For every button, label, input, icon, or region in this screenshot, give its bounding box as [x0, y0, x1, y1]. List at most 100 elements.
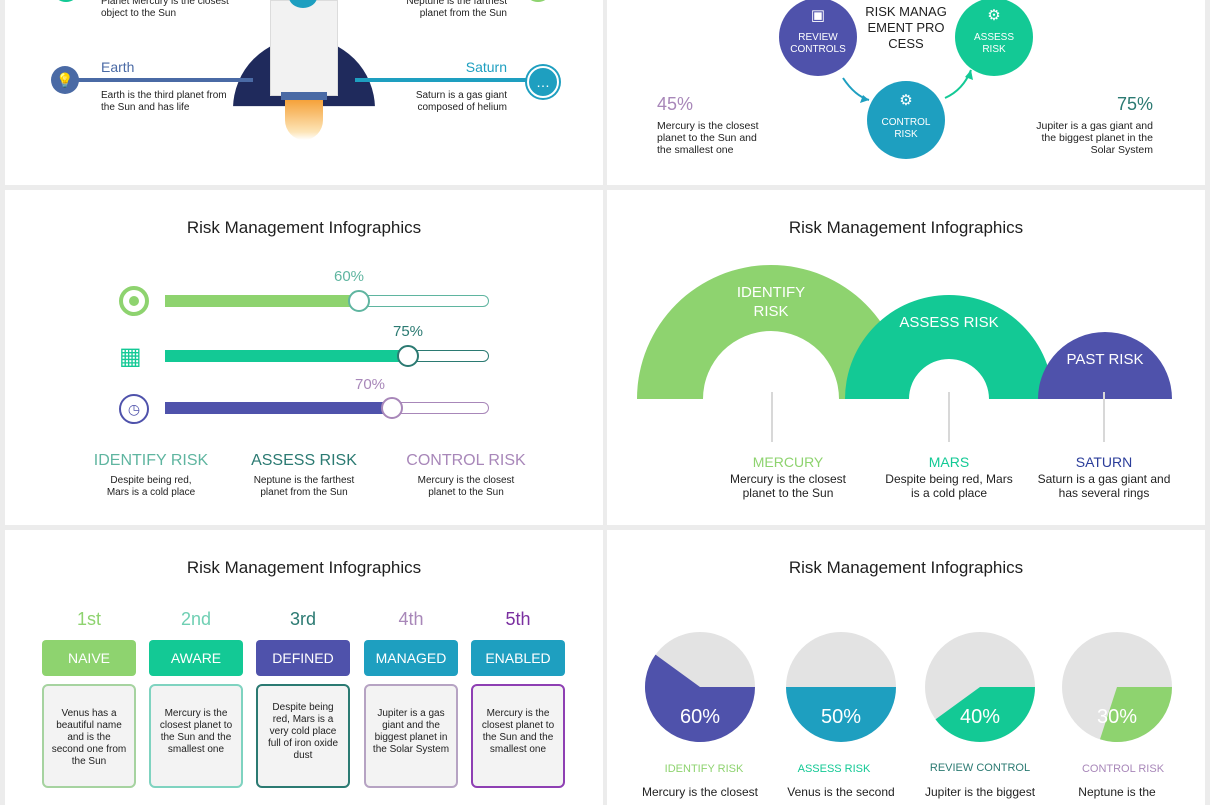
pie1-label: IDENTIFY RISK — [664, 763, 744, 775]
col1-text: Despite being red, Mars is a cold place — [106, 475, 196, 498]
col2-text: Neptune is the farthest planet from the … — [253, 475, 355, 498]
arch1-name: MERCURY — [752, 454, 824, 470]
monitor-icon: ▣ — [810, 7, 826, 24]
slide3-title: Risk Management Infographics — [186, 218, 422, 237]
calendar-clock-icon: ▦ — [119, 343, 142, 370]
arch1-label: IDENTIFY RISK — [736, 284, 806, 320]
stage2-rank: 2nd — [180, 609, 212, 629]
pie2-slice — [786, 687, 896, 742]
node-assess-risk: ⚙ ASSESS RISK — [955, 0, 1033, 76]
pie1-percent: 60% — [679, 706, 721, 728]
slide4-title: Risk Management Infographics — [788, 218, 1024, 237]
arch3-text: Saturn is a gas giant and has several ri… — [1037, 472, 1171, 500]
slide-maturity-stages[interactable]: Risk Management Infographics 1st NAIVE V… — [5, 530, 603, 805]
arch3-name: SATURN — [1075, 454, 1133, 470]
slide-risk-process[interactable]: ▣ REVIEW CONTROLS ⚙ ASSESS RISK ⚙ CONTRO… — [607, 0, 1205, 185]
process-arrows — [842, 69, 973, 103]
saturn-label: Saturn — [465, 59, 507, 75]
left-text: Mercury is the closest planet to the Sun… — [657, 120, 759, 156]
timeline-left-line — [53, 78, 253, 82]
bar1-knob[interactable] — [348, 290, 371, 312]
pie4-text: Neptune is the — [1078, 785, 1156, 799]
slide-rocket-infographic[interactable]: 💡 … Planet Mercury is the closest object… — [5, 0, 603, 185]
col3-text: Mercury is the closest planet to the Sun — [417, 475, 515, 498]
earth-label: Earth — [101, 59, 135, 75]
left-percent: 45% — [657, 94, 694, 114]
pie4-label: CONTROL RISK — [1081, 763, 1165, 775]
slide5-title: Risk Management Infographics — [186, 558, 422, 577]
stage1-button[interactable]: NAIVE — [42, 640, 136, 676]
bar2-percent: 75% — [393, 323, 424, 340]
pie4-slice — [1100, 687, 1172, 742]
pie4-percent: 30% — [1096, 706, 1138, 728]
pie3-text: Jupiter is the biggest — [924, 785, 1036, 799]
chat-icon: … — [527, 66, 559, 98]
stage2-card: Mercury is the closest planet to the Sun… — [149, 684, 243, 788]
rocket-base — [281, 92, 327, 100]
slide6-title: Risk Management Infographics — [788, 558, 1024, 577]
stage5-card: Mercury is the closest planet to the Sun… — [471, 684, 565, 788]
pie3-slice — [935, 687, 1035, 742]
timeline-right-line — [355, 78, 545, 82]
arch2-text: Despite being red, Mars is a cold place — [885, 472, 1013, 500]
browser-gear-icon: ⚙ — [899, 92, 913, 109]
pie2-percent: 50% — [820, 706, 862, 728]
stage5-button[interactable]: ENABLED — [471, 640, 565, 676]
stage3-card: Despite being red, Mars is a very cold p… — [256, 684, 350, 788]
top-left-node — [55, 0, 77, 2]
saturn-text: Saturn is a gas giant composed of helium — [415, 90, 507, 113]
arch1-text: Mercury is the closest planet to the Sun — [729, 472, 847, 500]
col1-heading: IDENTIFY RISK — [93, 452, 209, 469]
bar1-percent: 60% — [334, 268, 365, 285]
stage2-button[interactable]: AWARE — [149, 640, 243, 676]
pie3-label: REVIEW CONTROL — [929, 762, 1031, 774]
rocket-flame — [285, 100, 323, 140]
bar2-fill — [165, 350, 408, 362]
lightbulb-icon: 💡 — [51, 66, 79, 94]
node-control-risk: ⚙ CONTROL RISK — [867, 81, 945, 159]
target-icon — [119, 286, 149, 316]
arch2-label: ASSESS RISK — [899, 314, 999, 331]
process-center-title: RISK MANAGEMENT PROCESS — [865, 4, 947, 51]
rocket-window — [289, 0, 317, 8]
bar2-knob[interactable] — [397, 345, 419, 367]
stage3-button[interactable]: DEFINED — [256, 640, 350, 676]
stage1-rank: 1st — [76, 609, 101, 629]
right-percent: 75% — [1116, 94, 1153, 114]
stage5-rank: 5th — [505, 609, 531, 629]
bar3-percent: 70% — [355, 376, 386, 393]
bar1-fill — [165, 295, 360, 307]
stage1-card: Venus has a beautiful name and is the se… — [42, 684, 136, 788]
top-left-text: Planet Mercury is the closest object to … — [101, 0, 229, 19]
arch2-name: MARS — [928, 454, 970, 470]
pie1-text: Mercury is the closest — [641, 785, 759, 799]
pie2-text: Venus is the second — [787, 785, 895, 799]
col3-heading: CONTROL RISK — [406, 452, 526, 469]
top-right-node — [527, 0, 549, 2]
node-review-controls: ▣ REVIEW CONTROLS — [779, 0, 857, 76]
assess-risk-label: ASSESS RISK — [973, 32, 1015, 55]
pie-charts — [645, 632, 1172, 742]
stage4-button[interactable]: MANAGED — [364, 640, 458, 676]
hand-gear-icon: ⚙ — [987, 7, 1001, 24]
pie2-label: ASSESS RISK — [797, 763, 871, 775]
stage3-rank: 3rd — [289, 609, 316, 629]
clock-refresh-icon: ◷ — [119, 394, 149, 424]
slide-pie-charts[interactable]: Risk Management Infographics 60% 50% 40%… — [607, 530, 1205, 805]
earth-text: Earth is the third planet from the Sun a… — [101, 90, 227, 113]
control-risk-label: CONTROL RISK — [881, 117, 931, 140]
bar3-knob[interactable] — [380, 397, 403, 419]
top-right-text: Neptune is the farthest planet from the … — [406, 0, 507, 19]
pie1-slice — [645, 654, 755, 742]
arches-graphic — [637, 265, 1172, 442]
slide-progress-bars[interactable]: Risk Management Infographics 60% ▦ 75% ◷… — [5, 190, 603, 525]
stage4-card: Jupiter is a gas giant and the biggest p… — [364, 684, 458, 788]
slide-arches[interactable]: Risk Management Infographics IDENTIFY RI… — [607, 190, 1205, 525]
right-text: Jupiter is a gas giant and the biggest p… — [1036, 120, 1153, 156]
review-controls-label: REVIEW CONTROLS — [790, 32, 846, 55]
stage4-rank: 4th — [398, 609, 424, 629]
rocket-icon — [270, 0, 338, 96]
bar3-fill — [165, 402, 392, 414]
pie3-percent: 40% — [959, 706, 1001, 728]
arch3-label: PAST RISK — [1066, 351, 1144, 368]
